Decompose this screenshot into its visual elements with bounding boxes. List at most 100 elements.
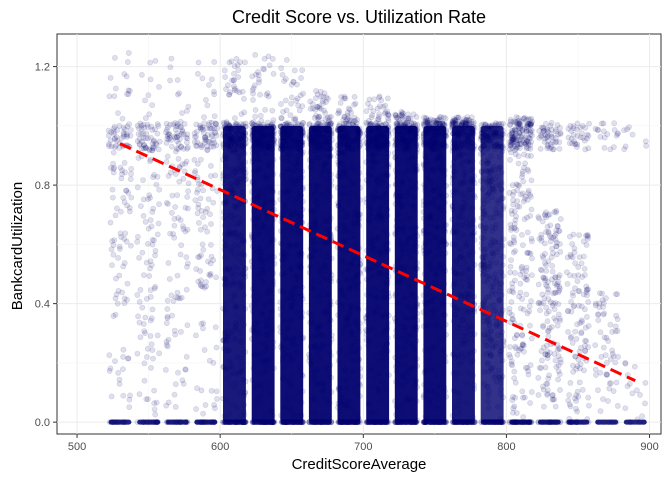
data-point — [113, 291, 120, 298]
data-point — [371, 96, 378, 103]
data-point — [384, 111, 391, 117]
data-point — [164, 153, 171, 160]
data-point — [210, 257, 217, 264]
data-point — [105, 141, 112, 148]
data-point — [204, 102, 211, 109]
data-point — [149, 140, 156, 147]
data-point — [195, 219, 202, 226]
data-point — [147, 265, 153, 272]
data-point — [182, 366, 189, 373]
data-point — [148, 315, 155, 322]
data-point — [107, 137, 114, 144]
data-point — [150, 205, 157, 212]
data-point — [213, 274, 219, 281]
data-point — [116, 144, 123, 151]
data-point — [175, 369, 181, 376]
data-point — [252, 52, 259, 58]
data-point — [208, 131, 215, 138]
data-point — [122, 230, 129, 237]
data-point — [154, 130, 161, 137]
data-point — [113, 134, 120, 140]
data-point — [270, 117, 277, 124]
data-point — [134, 138, 141, 145]
data-point — [164, 133, 171, 139]
data-point — [180, 175, 187, 182]
data-point — [108, 143, 115, 150]
data-point — [119, 289, 125, 296]
data-point — [185, 188, 191, 195]
data-point — [211, 113, 218, 119]
data-point — [150, 143, 157, 150]
data-point — [142, 115, 149, 121]
data-point — [175, 132, 182, 139]
data-point — [127, 132, 134, 139]
data-point — [213, 142, 220, 149]
data-point — [172, 381, 179, 388]
data-point — [211, 405, 218, 412]
data-point — [153, 399, 160, 406]
data-point — [124, 202, 130, 209]
data-point — [146, 273, 153, 279]
data-point — [110, 166, 117, 172]
data-point — [134, 122, 141, 129]
data-point — [202, 97, 209, 103]
data-point — [203, 137, 209, 144]
data-point — [197, 195, 204, 202]
data-point — [137, 120, 144, 127]
data-point — [128, 194, 135, 201]
data-point — [198, 125, 205, 132]
data-point — [126, 121, 133, 127]
data-point — [122, 169, 128, 176]
data-point — [126, 87, 133, 94]
data-point — [174, 121, 181, 127]
data-point — [144, 345, 151, 352]
data-point — [108, 129, 115, 136]
data-point — [210, 143, 217, 150]
data-point — [385, 118, 392, 124]
data-point — [375, 116, 382, 123]
data-point — [223, 119, 230, 125]
data-point — [211, 140, 218, 146]
data-point — [110, 160, 116, 167]
data-point — [170, 231, 176, 237]
data-point — [123, 73, 130, 80]
data-point — [151, 237, 157, 244]
data-point — [262, 106, 268, 113]
data-point — [115, 287, 122, 294]
data-point — [107, 219, 114, 226]
data-point — [111, 125, 117, 132]
data-point — [197, 281, 204, 288]
data-point — [299, 103, 306, 110]
data-point — [184, 263, 190, 270]
data-point — [165, 201, 171, 207]
data-point — [137, 334, 144, 341]
data-point — [165, 131, 172, 138]
data-point — [198, 282, 204, 289]
data-point — [127, 127, 134, 133]
data-point — [210, 359, 217, 366]
data-point — [204, 146, 211, 153]
data-point — [146, 147, 153, 154]
data-point — [436, 114, 443, 120]
data-point — [162, 129, 169, 136]
data-point — [174, 138, 180, 144]
data-point — [167, 169, 174, 176]
data-point — [141, 145, 147, 152]
data-point — [233, 88, 240, 94]
data-point — [175, 215, 182, 221]
data-point — [201, 284, 208, 291]
data-point — [293, 97, 299, 104]
data-point — [199, 241, 206, 248]
data-point — [180, 380, 187, 387]
data-point — [163, 320, 170, 326]
data-point — [149, 147, 155, 153]
data-point — [144, 240, 151, 247]
data-point — [185, 205, 191, 212]
data-point — [126, 208, 133, 215]
data-point — [203, 279, 209, 285]
data-point — [168, 143, 175, 150]
data-point — [200, 214, 206, 221]
data-point — [197, 156, 204, 163]
data-point — [207, 162, 214, 169]
data-point — [257, 91, 263, 98]
